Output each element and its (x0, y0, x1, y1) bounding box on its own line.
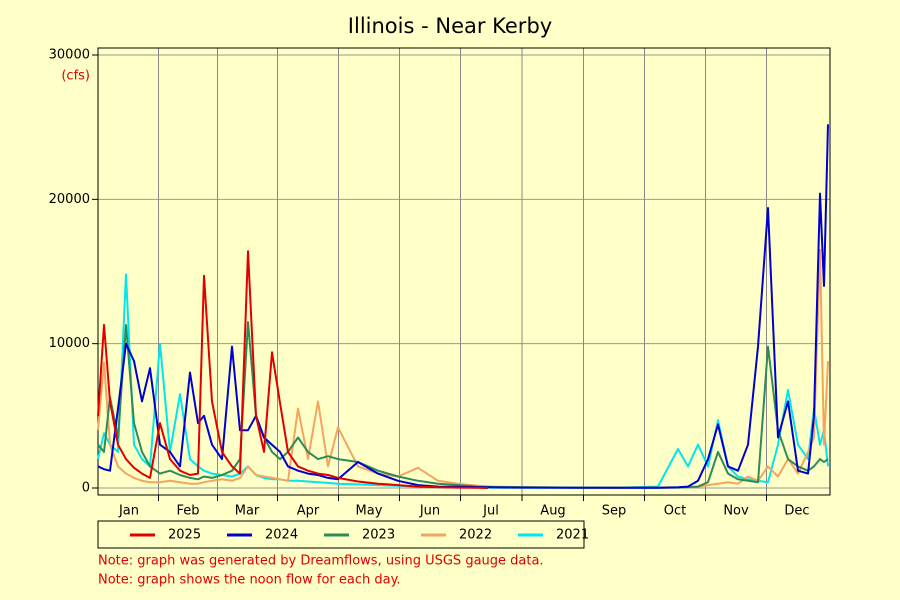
x-tick-label: Sep (602, 504, 627, 519)
x-tick-label: Apr (297, 504, 320, 519)
x-tick-label: Dec (784, 504, 809, 519)
legend-label: 2024 (265, 528, 298, 543)
series-line (97, 273, 829, 489)
x-tick-label: May (356, 504, 383, 519)
y-unit: (cfs) (61, 69, 90, 84)
note: Note: graph shows the noon flow for each… (98, 573, 401, 588)
x-tick-label: Aug (540, 504, 565, 519)
legend-label: 2023 (362, 528, 395, 543)
x-tick-label: Nov (723, 504, 749, 519)
chart-title: Illinois - Near Kerby (348, 14, 552, 38)
x-tick-label: Oct (664, 504, 686, 519)
legend-label: 2021 (556, 528, 589, 543)
note: Note: graph was generated by Dreamflows,… (98, 554, 544, 569)
y-tick-label: 10000 (49, 336, 90, 351)
plot-frame (97, 47, 831, 496)
x-tick-label: Jul (482, 504, 499, 519)
legend-label: 2025 (168, 528, 201, 543)
series-line (97, 124, 829, 489)
x-tick-label: Jun (419, 504, 440, 519)
x-tick-label: Jan (118, 504, 139, 519)
x-tick-label: Feb (176, 504, 199, 519)
series-line (97, 250, 489, 489)
x-tick-label: Mar (235, 504, 260, 519)
y-tick-label: 20000 (49, 192, 90, 207)
series-line (97, 321, 829, 489)
series-line (97, 248, 829, 489)
legend-box (97, 520, 585, 549)
y-tick-label: 0 (82, 481, 90, 496)
y-tick-label: 30000 (49, 48, 90, 63)
legend-label: 2022 (459, 528, 492, 543)
